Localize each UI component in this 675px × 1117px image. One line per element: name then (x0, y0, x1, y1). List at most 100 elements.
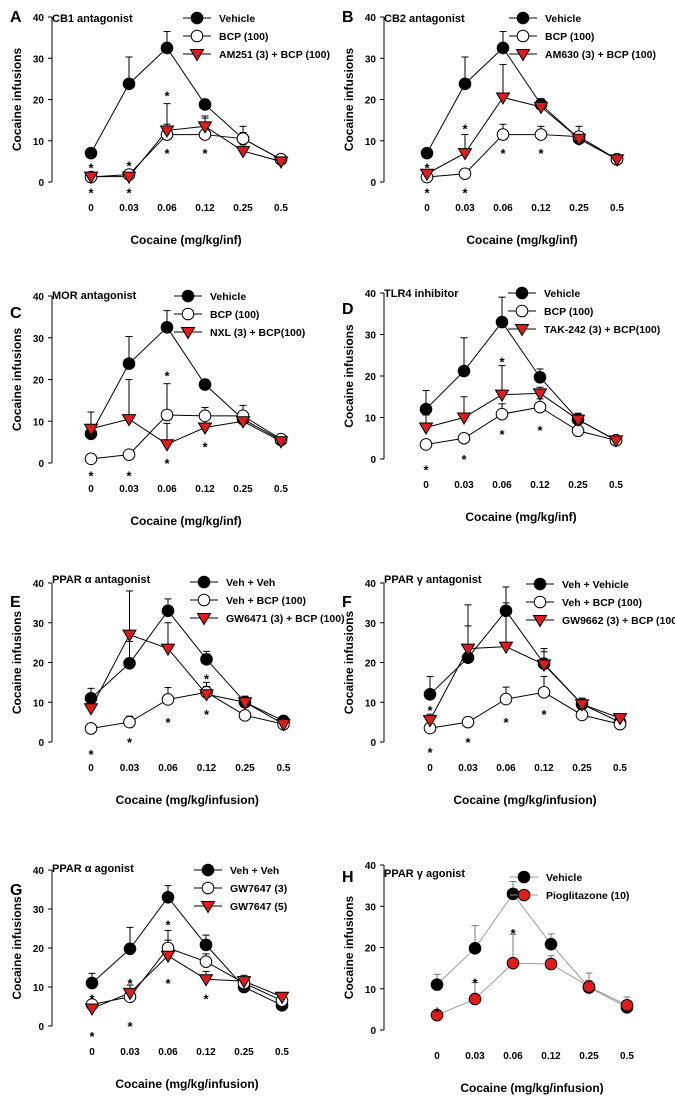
x-tick-label: 0.5 (274, 484, 288, 495)
x-tick-label: 0 (434, 1051, 440, 1062)
data-point (121, 414, 137, 427)
data-point (161, 693, 175, 706)
data-point (160, 321, 174, 334)
x-tick-label: 0.12 (197, 763, 217, 774)
data-point (123, 942, 137, 956)
series-line (90, 326, 282, 441)
significance-marker: * (423, 462, 429, 477)
legend-label: Vehicle (544, 288, 580, 300)
y-tick-label: 10 (33, 698, 45, 709)
data-point (84, 452, 98, 466)
data-point (83, 171, 99, 185)
series-line (90, 634, 284, 725)
y-tick-label: 30 (33, 54, 45, 65)
x-tick-label: 0.25 (234, 1047, 254, 1058)
y-tick-label: 0 (38, 1022, 44, 1033)
x-tick-label: 0.12 (531, 203, 551, 214)
data-point (495, 315, 509, 329)
y-tick-label: 20 (33, 376, 45, 387)
significance-marker: * (204, 671, 210, 686)
legend-marker (190, 29, 204, 43)
y-tick-label: 20 (365, 944, 377, 955)
legend-label: Vehicle (210, 291, 246, 303)
x-tick-label: 0.03 (119, 203, 139, 214)
data-point (457, 431, 471, 445)
legend-label: AM251 (3) + BCP (100) (219, 49, 330, 61)
data-point (506, 956, 520, 970)
data-point (496, 128, 510, 141)
y-tick-label: 10 (365, 985, 377, 996)
x-tick-label: 0 (88, 484, 94, 495)
y-tick-label: 0 (38, 738, 44, 749)
significance-marker: * (164, 146, 170, 161)
significance-marker: * (203, 992, 209, 1007)
y-axis-label: Cocaine infusions (10, 611, 24, 715)
data-point (457, 364, 471, 378)
data-point (419, 438, 433, 451)
legend-label: Vehicle (545, 13, 581, 25)
legend-label: Vehicle (546, 872, 582, 884)
x-tick-label: 0.12 (195, 203, 215, 214)
significance-marker: * (462, 121, 468, 136)
data-point (160, 643, 176, 657)
data-point (273, 156, 289, 169)
x-tick-label: 0 (424, 203, 430, 214)
data-point (574, 699, 590, 712)
data-point (544, 937, 558, 951)
significance-marker: * (462, 185, 468, 200)
data-point (419, 402, 433, 416)
y-tick-label: 40 (33, 292, 45, 303)
significance-marker: * (88, 185, 94, 200)
data-point (198, 409, 212, 423)
data-point (199, 689, 214, 702)
data-point (84, 722, 98, 735)
x-tick-label: 0.06 (158, 763, 178, 774)
legend-label: AM630 (3) + BCP (100) (545, 49, 656, 61)
y-tick-label: 30 (365, 331, 377, 342)
x-tick-label: 0.06 (496, 763, 516, 774)
series-line (91, 896, 283, 1006)
series-line (90, 47, 282, 160)
significance-marker: * (164, 368, 170, 383)
data-point (544, 957, 558, 971)
significance-marker: * (202, 146, 208, 161)
legend: Veh + Veh GW7647 (3) GW7647 (5) (194, 863, 287, 913)
x-tick-label: 0.03 (465, 1051, 485, 1062)
y-tick-label: 30 (365, 54, 377, 65)
panel-f: F PPAR γ antagonist 0 10 20 30 40 Cocaine infus… (342, 574, 675, 807)
legend-marker (514, 324, 530, 337)
panel-e: E PPAR α antagonist 0 10 20 30 40 Cocaine infus… (10, 574, 345, 807)
x-axis-label: Cocaine (mg/kg/infusion) (115, 1077, 258, 1091)
significance-marker: * (434, 1004, 440, 1019)
data-point (160, 41, 174, 55)
data-point (570, 414, 586, 428)
data-point (495, 407, 509, 421)
panel-title: CB1 antagonist (52, 13, 133, 25)
data-point (506, 887, 520, 901)
y-tick-label: 0 (370, 1026, 376, 1037)
data-point (612, 713, 628, 726)
x-tick-label: 0 (89, 1047, 95, 1058)
data-point (238, 709, 252, 722)
significance-marker: * (499, 354, 505, 369)
data-point (533, 370, 547, 384)
data-point (608, 435, 624, 448)
x-tick-label: 0.5 (610, 203, 624, 214)
legend-label: GW9662 (3) + BCP (100) (562, 615, 675, 627)
y-tick-label: 40 (33, 13, 45, 24)
y-tick-label: 20 (33, 659, 45, 670)
y-tick-label: 10 (33, 417, 45, 428)
panel-title: PPAR γ agonist (384, 868, 465, 880)
significance-marker: * (500, 146, 506, 161)
x-tick-label: 0.5 (620, 1051, 634, 1062)
significance-marker: * (465, 735, 471, 750)
data-point (123, 715, 136, 729)
x-tick-label: 0.06 (157, 484, 177, 495)
x-axis-label: Cocaine (mg/kg/inf) (466, 233, 577, 247)
y-tick-label: 40 (365, 289, 377, 300)
significance-marker: * (164, 88, 170, 103)
series-line (90, 691, 284, 729)
significance-marker: * (89, 992, 95, 1007)
panel-title: PPAR α antagonist (52, 574, 151, 586)
data-point (430, 1008, 444, 1022)
